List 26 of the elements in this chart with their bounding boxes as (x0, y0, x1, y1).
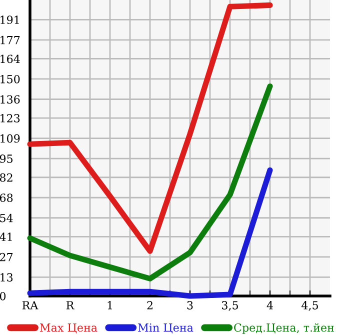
y-tick-label: 150 (0, 74, 20, 84)
y-tick-label: 123 (0, 114, 20, 122)
y-tick-label: 191 (0, 16, 19, 24)
x-tick-label: 1 (108, 301, 112, 310)
x-tick-label: R (66, 301, 74, 310)
y-tick-label: 27 (0, 252, 13, 262)
y-tick-label: 177 (0, 36, 20, 44)
y-tick-label: 68 (0, 194, 13, 202)
x-tick-label: RA (22, 301, 38, 310)
x-tick-label: 3 (187, 301, 193, 310)
x-tick-label: 4 (266, 301, 273, 310)
legend-label: Min Цена (138, 323, 194, 334)
legend-label: Сред.Цена, т.йен (234, 323, 334, 334)
y-tick-label: 41 (0, 232, 12, 241)
legend-label: Max Цена (40, 323, 98, 334)
y-tick-label: 164 (0, 54, 20, 64)
y-tick-label: 109 (0, 134, 20, 143)
y-tick-label: 136 (0, 95, 20, 104)
y-tick-label: 0 (0, 292, 6, 300)
y-tick-label: 82 (0, 173, 12, 182)
x-tick-label: 2 (147, 301, 152, 310)
y-tick-label: 95 (0, 154, 13, 163)
x-tick-label: 3,5 (222, 301, 238, 311)
x-tick-label: 4,5 (302, 301, 318, 311)
y-tick-label: 13 (0, 273, 13, 282)
y-tick-label: 54 (0, 214, 13, 222)
